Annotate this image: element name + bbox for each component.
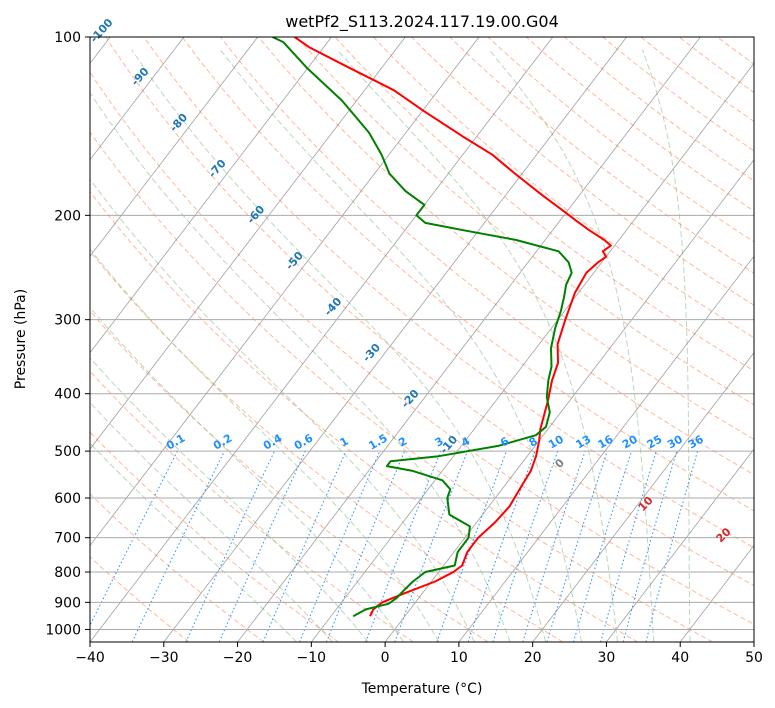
- mixing-ratio-line: [467, 450, 536, 642]
- dry-adiabat-line: [90, 250, 564, 642]
- mixing-ratio-line: [365, 450, 442, 642]
- mixing-ratio-line: [299, 450, 381, 642]
- moist-adiabat-line: [90, 357, 369, 642]
- chart-title: wetPf2_S113.2024.117.19.00.G04: [285, 12, 559, 32]
- isotherm-line: [606, 448, 754, 642]
- isotherm-line: [90, 37, 554, 642]
- mixing-ratio-line: [325, 450, 406, 642]
- isotherm-line: [237, 37, 701, 642]
- isotherm-line: [310, 62, 754, 642]
- x-tick-label: −40: [75, 650, 105, 666]
- isotherm-line: [90, 37, 480, 547]
- moist-adiabat-line: [90, 248, 440, 642]
- mixing-ratio-line: [522, 450, 586, 642]
- moist-adiabat-line: [90, 178, 475, 642]
- mixing-ratio-line: [546, 450, 608, 642]
- mixing-ratio-line: [262, 450, 347, 642]
- mixing-ratio-line: [90, 450, 178, 627]
- y-tick-label: 900: [54, 595, 81, 611]
- mixing-ratio-line: [218, 450, 306, 642]
- y-tick-label: 800: [54, 565, 81, 581]
- mixing-ratio-line: [436, 450, 507, 642]
- isotherm-line: [90, 37, 259, 257]
- isotherm-line: [90, 37, 332, 354]
- dry-adiabat-line: [296, 37, 754, 406]
- dry-adiabat-line: [220, 37, 754, 476]
- dry-adiabat-line: [372, 37, 754, 339]
- x-tick-label: 50: [745, 650, 763, 666]
- moist-adiabat-line: [90, 401, 333, 642]
- dry-adiabat-line: [449, 37, 754, 274]
- dry-adiabat-line: [487, 37, 754, 243]
- x-tick-label: 30: [598, 650, 616, 666]
- x-tick-label: 40: [671, 650, 689, 666]
- dry-adiabat-line: [90, 493, 265, 642]
- y-tick-label: 200: [54, 208, 81, 224]
- isotherm-line: [458, 255, 754, 642]
- moist-adiabat-line: [642, 49, 691, 642]
- x-tick-label: 20: [524, 650, 542, 666]
- y-tick-label: 600: [54, 491, 81, 507]
- y-axis-title: Pressure (hPa): [13, 289, 29, 389]
- mixing-ratio-line: [492, 450, 559, 642]
- moist-adiabat-line: [336, 49, 618, 642]
- isotherm-line: [384, 159, 754, 642]
- moist-adiabat-line: [90, 442, 297, 642]
- mixing-ratio-line: [573, 450, 633, 642]
- x-tick-label: −30: [149, 650, 179, 666]
- dry-adiabat-line: [90, 71, 754, 625]
- dry-adiabat-line: [90, 310, 489, 642]
- y-tick-label: 700: [54, 531, 81, 547]
- x-tick-label: −10: [297, 650, 327, 666]
- y-tick-label: 300: [54, 313, 81, 329]
- mixing-ratio-line: [600, 450, 657, 642]
- dry-adiabat-line: [181, 37, 754, 512]
- moist-adiabat-line: [219, 49, 582, 642]
- moist-adiabat-line: [488, 49, 655, 642]
- y-tick-label: 500: [54, 444, 81, 460]
- x-tick-label: 0: [381, 650, 390, 666]
- mixing-ratio-line: [622, 450, 678, 642]
- isotherm-line: [90, 37, 185, 161]
- dewpoint-profile-line: [272, 37, 573, 618]
- x-axis-title: Temperature (°C): [361, 681, 483, 697]
- plot-frame: [89, 36, 755, 643]
- dry-adiabat-line: [564, 37, 754, 182]
- moist-adiabat-line: [131, 49, 547, 642]
- isotherm-line: [90, 37, 406, 450]
- moist-adiabat-line: [90, 91, 511, 642]
- y-tick-label: 100: [54, 30, 81, 46]
- dry-adiabat-line: [525, 37, 754, 212]
- x-tick-label: 10: [450, 650, 468, 666]
- isotherm-line: [532, 352, 754, 642]
- temperature-profile-line: [294, 37, 612, 617]
- y-tick-label: 400: [54, 387, 81, 403]
- x-tick-label: −20: [223, 650, 253, 666]
- y-tick-label: 1000: [45, 622, 81, 638]
- isotherm-line: [163, 37, 627, 642]
